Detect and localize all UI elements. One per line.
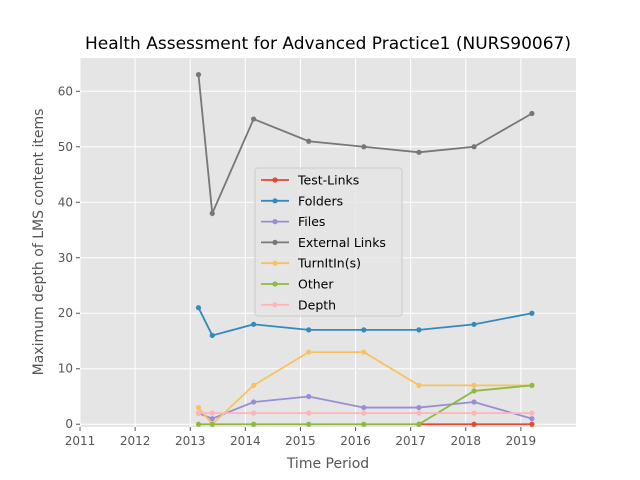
data-point: [251, 382, 257, 388]
data-point: [361, 327, 367, 333]
data-point: [195, 72, 202, 78]
data-point: [209, 210, 215, 216]
series-folders: [195, 305, 535, 339]
data-point: [361, 349, 367, 355]
y-tick-label: 20: [58, 306, 73, 320]
series-line: [197, 351, 532, 426]
data-point: [529, 421, 535, 427]
data-point: [195, 305, 202, 311]
data-point: [529, 110, 535, 117]
y-tick-label: 10: [58, 362, 73, 376]
data-point: [416, 149, 422, 155]
data-point: [416, 382, 422, 388]
data-point: [529, 310, 535, 316]
legend-marker: [272, 198, 278, 204]
x-tick-label: 2016: [340, 434, 371, 448]
data-point: [306, 327, 312, 333]
data-point: [195, 421, 202, 427]
x-tick-label: 2014: [230, 434, 261, 448]
series-files: [195, 393, 535, 422]
data-point: [471, 321, 477, 327]
x-tick-label: 2015: [285, 434, 316, 448]
data-point: [306, 410, 312, 416]
data-point: [251, 421, 257, 427]
x-axis-label: Time Period: [286, 456, 369, 472]
data-point: [195, 410, 202, 416]
data-point: [361, 410, 367, 416]
data-point: [471, 410, 477, 416]
data-point: [195, 404, 202, 411]
legend-box: [254, 167, 403, 317]
y-tick-label: 30: [58, 251, 73, 265]
data-point: [251, 116, 257, 122]
data-point: [471, 388, 477, 394]
data-point: [209, 332, 215, 339]
data-point: [529, 410, 535, 416]
y-tick-label: 0: [65, 417, 73, 431]
data-point: [306, 421, 312, 427]
x-tick-label: 2018: [451, 434, 482, 448]
data-point: [251, 410, 257, 416]
legend-label: Folders: [298, 193, 343, 208]
legend-label: TurnItIn(s): [297, 256, 361, 271]
legend-label: Files: [298, 214, 325, 229]
series-line: [197, 307, 533, 337]
x-tick-label: 2017: [395, 434, 426, 448]
data-point: [416, 404, 422, 411]
data-point: [361, 421, 367, 427]
series-group: [195, 72, 535, 427]
y-tick-label: 60: [58, 84, 73, 98]
y-tick-label: 40: [58, 195, 73, 209]
data-point: [361, 404, 367, 411]
data-point: [416, 421, 422, 427]
legend-label: External Links: [298, 235, 386, 250]
data-point: [416, 410, 422, 416]
x-tick-label: 2011: [65, 434, 96, 448]
data-point: [529, 416, 535, 422]
data-point: [251, 321, 257, 327]
series-depth: [195, 410, 535, 416]
series-line: [197, 74, 533, 217]
series-other: [195, 382, 535, 427]
x-tick-label: 2013: [175, 434, 206, 448]
data-point: [209, 421, 215, 427]
legend-label: Depth: [298, 297, 336, 312]
legend-marker: [272, 260, 278, 266]
chart-title: Health Assessment for Advanced Practice1…: [85, 34, 571, 54]
series-external-links: [195, 72, 535, 217]
legend-label: Other: [298, 277, 334, 292]
data-point: [209, 410, 215, 416]
x-tick-label: 2019: [506, 434, 537, 448]
legend-marker: [272, 239, 278, 245]
series-line: [198, 384, 532, 426]
data-point: [209, 416, 215, 422]
data-point: [416, 327, 422, 333]
data-point: [361, 144, 367, 150]
legend: Test-Links Folders Files External Links Turn…: [254, 167, 403, 317]
legend-marker: [272, 302, 278, 308]
data-point: [251, 399, 257, 405]
data-point: [306, 349, 312, 355]
y-tick-label: 50: [58, 140, 73, 154]
series-line: [198, 395, 533, 420]
legend-label: Test-Links: [297, 173, 359, 188]
legend-marker: [272, 219, 278, 225]
data-point: [529, 382, 535, 388]
x-tick-label: 2012: [120, 434, 151, 448]
data-point: [471, 144, 477, 150]
data-point: [471, 421, 477, 427]
data-point: [471, 399, 477, 405]
legend-marker: [272, 177, 278, 183]
y-axis-label: Maximum depth of LMS content items: [31, 109, 47, 376]
data-point: [306, 393, 312, 400]
data-point: [306, 138, 312, 144]
legend-marker: [272, 281, 278, 287]
y-axis-ticks: 0 10 20 30 40 50 60: [58, 84, 80, 431]
data-point: [471, 382, 477, 388]
x-axis-ticks: 2011 2012 2013 2014 2015 2016 2017 2018 2019: [65, 427, 536, 448]
